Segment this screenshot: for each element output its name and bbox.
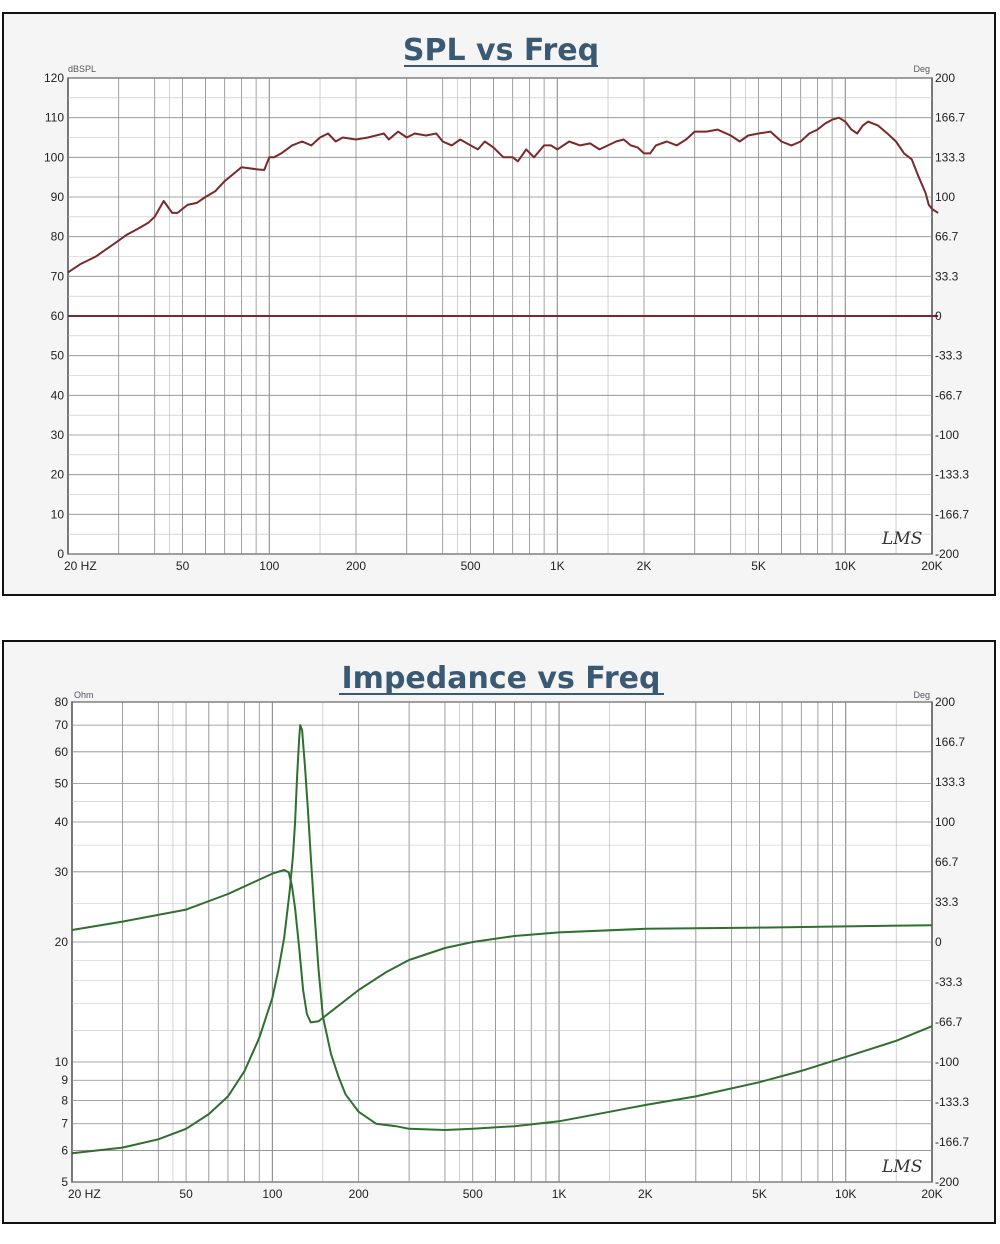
- impedance-y-right-tick-label: 66.7: [935, 855, 959, 869]
- spl-y-right-tick-label: 166.7: [935, 111, 965, 125]
- spl-x-tick-label: 100: [259, 559, 279, 573]
- spl-y-right-tick-label: 133.3: [935, 150, 965, 164]
- spl-y-left-tick-label: 0: [57, 547, 64, 561]
- impedance-y-left-tick-label: 60: [55, 745, 69, 759]
- spl-y-right-tick-label: 200: [935, 71, 955, 85]
- spl-x-tick-label: 500: [461, 559, 481, 573]
- spl-x-tick-label: 20K: [921, 559, 942, 573]
- impedance-y-right-tick-label: 100: [935, 815, 955, 829]
- spl-y-right-tick-label: 33.3: [935, 269, 959, 283]
- spl-y-right-tick-label: 66.7: [935, 230, 959, 244]
- impedance-y-left-tick-label: 7: [61, 1117, 68, 1131]
- impedance-y-right-tick-label: -133.3: [935, 1095, 969, 1109]
- impedance-y-right-tick-label: 200: [935, 695, 955, 709]
- spl-y-left-tick-label: 100: [44, 150, 64, 164]
- impedance-y-left-tick-label: 70: [55, 718, 69, 732]
- impedance-y-right-tick-label: -66.7: [935, 1015, 963, 1029]
- spl-y-left-tick-label: 40: [51, 388, 65, 402]
- spl-y-left-tick-label: 50: [51, 349, 65, 363]
- impedance-series-phase-line: [71, 869, 933, 1024]
- spl-y-left-tick-label: 30: [51, 428, 65, 442]
- impedance-y-left-tick-label: 80: [55, 695, 69, 709]
- impedance-x-tick-label: 20 HZ: [68, 1187, 101, 1201]
- impedance-x-tick-label: 1K: [552, 1187, 567, 1201]
- impedance-y-left-tick-label: 5: [61, 1175, 68, 1189]
- spl-x-tick-label: 5K: [751, 559, 766, 573]
- impedance-series-magnitude-line: [71, 724, 933, 1155]
- impedance-y-right-tick-label: 166.7: [935, 735, 965, 749]
- spl-y-right-tick-label: 100: [935, 190, 955, 204]
- spl-right-unit-label: Deg: [913, 64, 930, 74]
- impedance-y-right-tick-label: 133.3: [935, 775, 965, 789]
- impedance-x-tick-label: 2K: [638, 1187, 653, 1201]
- spl-y-left-tick-label: 70: [51, 269, 65, 283]
- impedance-y-right-tick-label: -100: [935, 1055, 959, 1069]
- spl-chart-panel: SPL vs Freq dBSPL Deg 0 10 20 30 40 50 60 70 80 9…: [2, 12, 996, 596]
- spl-x-tick-label: 1K: [550, 559, 565, 573]
- impedance-y-left-tick-label: 50: [55, 776, 69, 790]
- impedance-x-tick-label: 50: [179, 1187, 193, 1201]
- spl-y-right-tick-label: -33.3: [935, 349, 963, 363]
- impedance-y-right-tick-label: -200: [935, 1175, 959, 1189]
- impedance-plot-area: [71, 701, 933, 1183]
- impedance-y-left-tick-label: 6: [61, 1143, 68, 1157]
- spl-y-right-tick-label: -133.3: [935, 468, 969, 482]
- spl-y-right-tick-label: -100: [935, 428, 959, 442]
- spl-chart-title: SPL vs Freq: [403, 33, 599, 68]
- impedance-chart-title: Impedance vs Freq: [342, 661, 661, 696]
- spl-y-right-tick-label: -200: [935, 547, 959, 561]
- spl-chart: SPL vs Freq dBSPL Deg 0 10 20 30 40 50 60 70 80 9…: [44, 33, 969, 573]
- impedance-left-unit-label: Ohm: [74, 690, 94, 700]
- spl-x-tick-label: 10K: [835, 559, 856, 573]
- impedance-y-left-tick-label: 40: [55, 815, 69, 829]
- spl-x-tick-label: 2K: [637, 559, 652, 573]
- spl-y-right-tick-label: -66.7: [935, 388, 963, 402]
- spl-left-unit-label: dBSPL: [68, 64, 96, 74]
- spl-y-left-tick-label: 80: [51, 230, 65, 244]
- spl-x-tick-label: 50: [176, 559, 190, 573]
- spl-series-magnitude-line: [67, 116, 939, 274]
- spl-plot-area: [67, 77, 939, 555]
- impedance-x-tick-label: 5K: [752, 1187, 767, 1201]
- spl-x-tick-label: 200: [346, 559, 366, 573]
- spl-y-left-tick-label: 60: [51, 309, 65, 323]
- impedance-y-left-tick-label: 30: [55, 865, 69, 879]
- spl-lms-logo: LMS: [881, 529, 922, 549]
- impedance-right-unit-label: Deg: [913, 690, 930, 700]
- impedance-chart-panel: Impedance vs Freq Ohm Deg 5 6 7 8 9 10 20 30 40 5…: [2, 640, 996, 1224]
- impedance-x-tick-label: 20K: [921, 1187, 942, 1201]
- impedance-lms-logo: LMS: [881, 1157, 922, 1177]
- impedance-y-right-tick-label: -166.7: [935, 1135, 969, 1149]
- impedance-x-tick-label: 200: [349, 1187, 369, 1201]
- spl-y-left-tick-label: 120: [44, 71, 64, 85]
- impedance-y-left-tick-label: 9: [61, 1073, 68, 1087]
- spl-x-tick-label: 20 HZ: [64, 559, 97, 573]
- spl-y-right-tick-label: -166.7: [935, 507, 969, 521]
- impedance-x-tick-label: 500: [463, 1187, 483, 1201]
- impedance-y-left-tick-label: 10: [55, 1055, 69, 1069]
- impedance-x-tick-label: 10K: [835, 1187, 856, 1201]
- spl-y-left-tick-label: 10: [51, 507, 65, 521]
- impedance-chart: Impedance vs Freq Ohm Deg 5 6 7 8 9 10 20 30 40 5…: [55, 661, 970, 1201]
- impedance-x-tick-label: 100: [262, 1187, 282, 1201]
- impedance-y-right-tick-label: 0: [935, 935, 942, 949]
- impedance-y-right-tick-label: -33.3: [935, 975, 963, 989]
- spl-y-left-tick-label: 110: [45, 111, 64, 125]
- impedance-y-left-tick-label: 20: [55, 935, 69, 949]
- spl-y-right-tick-label: 0: [935, 309, 942, 323]
- impedance-y-right-tick-label: 33.3: [935, 895, 959, 909]
- spl-y-left-tick-label: 90: [51, 190, 65, 204]
- impedance-y-left-tick-label: 8: [61, 1094, 68, 1108]
- spl-y-left-tick-label: 20: [51, 468, 65, 482]
